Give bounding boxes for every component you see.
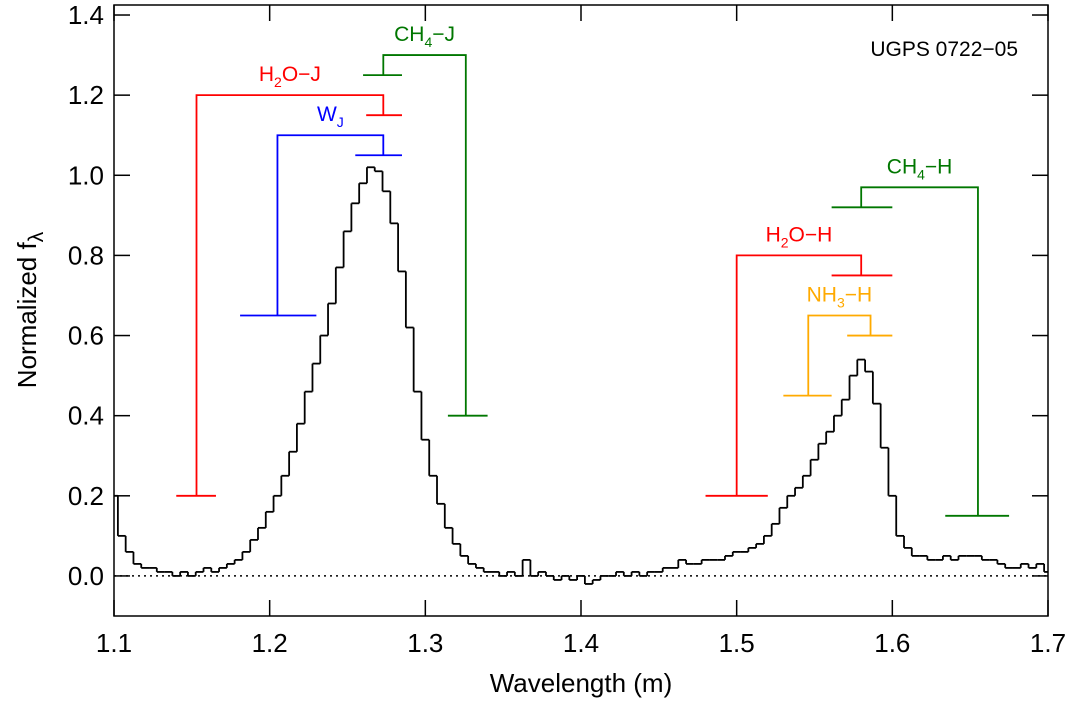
spectral-index: WJ bbox=[240, 103, 402, 317]
index-label-sub: 2 bbox=[274, 74, 282, 90]
annotation: UGPS 0722−05 bbox=[870, 38, 1018, 61]
y-axis-label-main: Normalized f bbox=[12, 242, 42, 389]
index-label-text: CH bbox=[394, 23, 424, 46]
index-label-sub: 2 bbox=[781, 234, 789, 250]
x-tick-label: 1.7 bbox=[1030, 628, 1066, 658]
y-tick-label: 0.4 bbox=[68, 401, 104, 431]
y-tick-label: 0.2 bbox=[68, 481, 104, 511]
index-label: H2O−J bbox=[259, 63, 321, 90]
index-bracket bbox=[276, 134, 385, 316]
index-label: WJ bbox=[317, 103, 344, 130]
spectrum-risers bbox=[116, 167, 1046, 584]
index-label: CH4−H bbox=[887, 155, 953, 182]
index-label-text: H bbox=[259, 63, 274, 86]
index-label-text: O−J bbox=[282, 63, 321, 86]
index-bracket bbox=[195, 94, 385, 496]
x-tick-label: 1.5 bbox=[719, 628, 755, 658]
spectral-index: NH3−H bbox=[783, 284, 893, 397]
y-axis-label: Normalized fλ bbox=[12, 231, 48, 388]
spectral-index: H2O−J bbox=[176, 63, 402, 497]
y-tick-label: 1.0 bbox=[68, 160, 104, 190]
x-tick-label: 1.1 bbox=[96, 628, 132, 658]
x-tick-label: 1.3 bbox=[407, 628, 443, 658]
index-label-sub: 4 bbox=[424, 34, 432, 50]
x-axis-label: Wavelength (m) bbox=[490, 668, 673, 698]
index-label-text: CH bbox=[887, 155, 917, 178]
index-label: H2O−H bbox=[766, 223, 833, 250]
index-label-text: −H bbox=[925, 155, 952, 178]
index-label-sub: 3 bbox=[837, 295, 845, 311]
y-tick-label: 0.8 bbox=[68, 240, 104, 270]
index-label-text: H bbox=[766, 223, 781, 246]
index-bracket bbox=[807, 314, 872, 396]
x-tick-label: 1.2 bbox=[252, 628, 288, 658]
index-label-sub: J bbox=[337, 114, 344, 130]
spectral-index: CH4−J bbox=[363, 23, 488, 417]
spectral-index: CH4−H bbox=[831, 155, 1010, 517]
index-label-text: −H bbox=[845, 284, 872, 307]
index-label: NH3−H bbox=[807, 284, 873, 311]
index-label-text: W bbox=[317, 103, 337, 126]
index-bracket bbox=[382, 54, 467, 416]
x-tick-label: 1.6 bbox=[874, 628, 910, 658]
spectral-index: H2O−H bbox=[705, 223, 893, 497]
index-label-text: O−H bbox=[789, 223, 833, 246]
y-tick-label: 0.6 bbox=[68, 321, 104, 351]
index-bracket bbox=[860, 186, 979, 516]
y-tick-label: 1.2 bbox=[68, 80, 104, 110]
index-label-text: −J bbox=[432, 23, 455, 46]
plot-frame bbox=[113, 4, 1049, 617]
x-tick-label: 1.4 bbox=[563, 628, 599, 658]
y-axis-label-sub: λ bbox=[25, 231, 48, 242]
y-tick-label: 1.4 bbox=[68, 0, 104, 30]
index-label-sub: 4 bbox=[917, 166, 925, 182]
index-bracket bbox=[735, 254, 863, 496]
y-tick-label: 0.0 bbox=[68, 561, 104, 591]
index-label: CH4−J bbox=[394, 23, 455, 50]
index-label-text: NH bbox=[807, 284, 837, 307]
